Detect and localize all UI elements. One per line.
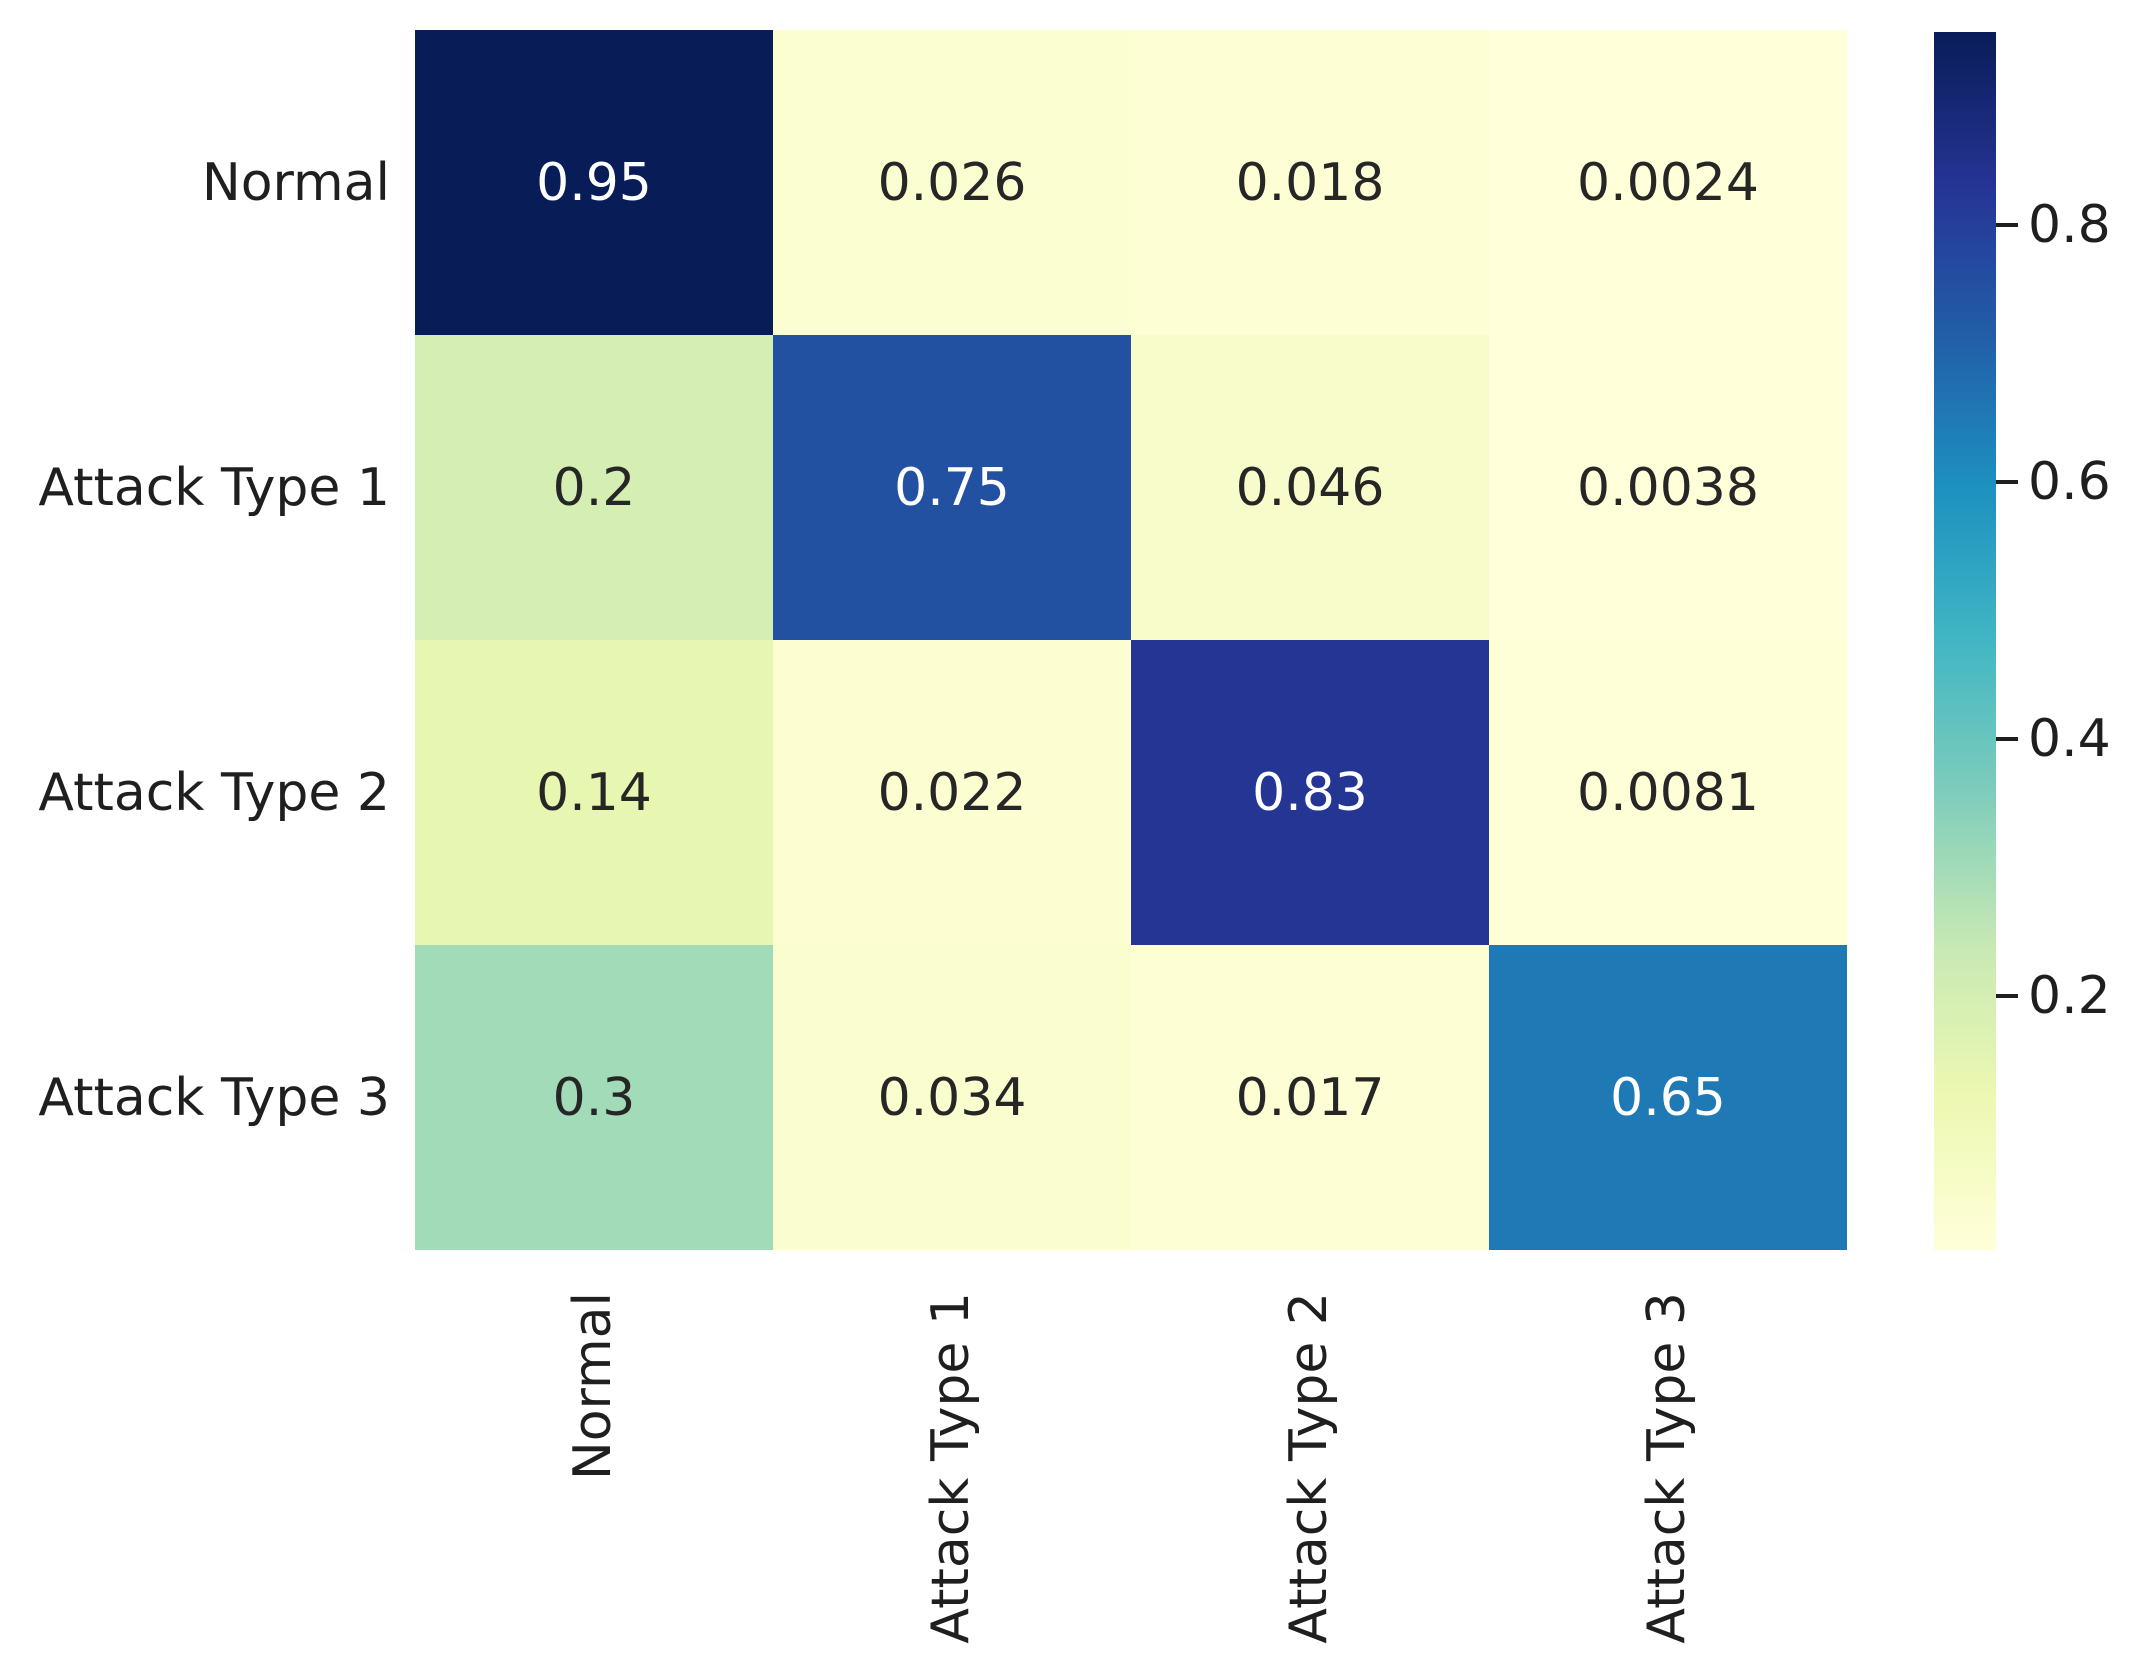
cell-value: 0.034 <box>877 1067 1027 1128</box>
heatmap-cell: 0.026 <box>773 30 1131 335</box>
x-tick-label: Attack Type 1 <box>921 1292 981 1644</box>
colorbar-tick-mark <box>1996 736 2018 741</box>
cell-value: 0.046 <box>1235 457 1385 518</box>
cell-value: 0.0038 <box>1577 457 1759 518</box>
x-tick-label: Attack Type 3 <box>1637 1292 1697 1644</box>
heatmap-grid: 0.95 0.026 0.018 0.0024 0.2 0.75 0.046 0.0038 0.… <box>415 30 1847 1250</box>
colorbar-tick-mark <box>1996 994 2018 999</box>
y-tick-label: Attack Type 2 <box>38 762 390 823</box>
colorbar: 0.2 0.4 0.6 0.8 <box>1934 32 2111 1250</box>
cell-value: 0.3 <box>552 1067 636 1128</box>
heatmap-cell: 0.034 <box>773 945 1131 1250</box>
heatmap-cell: 0.046 <box>1131 335 1489 640</box>
cell-value: 0.14 <box>536 762 652 823</box>
colorbar-tick-mark <box>1996 222 2018 227</box>
cell-value: 0.017 <box>1235 1067 1385 1128</box>
heatmap-cell: 0.0081 <box>1489 640 1847 945</box>
y-tick-label: Normal <box>201 152 390 213</box>
heatmap-cell: 0.14 <box>415 640 773 945</box>
cell-value: 0.65 <box>1610 1067 1726 1128</box>
cell-value: 0.2 <box>552 457 636 518</box>
heatmap-cell: 0.0038 <box>1489 335 1847 640</box>
cell-value: 0.0081 <box>1577 762 1759 823</box>
colorbar-tick-mark <box>1996 479 2018 484</box>
cell-value: 0.83 <box>1252 762 1368 823</box>
heatmap-cell: 0.0024 <box>1489 30 1847 335</box>
cell-value: 0.026 <box>877 152 1027 213</box>
cell-value: 0.75 <box>894 457 1010 518</box>
heatmap-cell: 0.022 <box>773 640 1131 945</box>
y-tick-label: Attack Type 1 <box>38 457 390 518</box>
heatmap-cell: 0.018 <box>1131 30 1489 335</box>
cell-value: 0.022 <box>877 762 1027 823</box>
cell-value: 0.018 <box>1235 152 1385 213</box>
colorbar-gradient <box>1934 32 1996 1250</box>
x-tick-label: Attack Type 2 <box>1279 1292 1339 1644</box>
heatmap-cell: 0.95 <box>415 30 773 335</box>
heatmap-cell: 0.75 <box>773 335 1131 640</box>
cell-value: 0.95 <box>536 152 652 213</box>
heatmap-cell: 0.2 <box>415 335 773 640</box>
heatmap-cell: 0.65 <box>1489 945 1847 1250</box>
heatmap-cell: 0.3 <box>415 945 773 1250</box>
x-tick-label: Normal <box>563 1292 623 1481</box>
y-tick-label: Attack Type 3 <box>38 1067 390 1128</box>
cell-value: 0.0024 <box>1577 152 1759 213</box>
heatmap-cell: 0.017 <box>1131 945 1489 1250</box>
heatmap-cell: 0.83 <box>1131 640 1489 945</box>
